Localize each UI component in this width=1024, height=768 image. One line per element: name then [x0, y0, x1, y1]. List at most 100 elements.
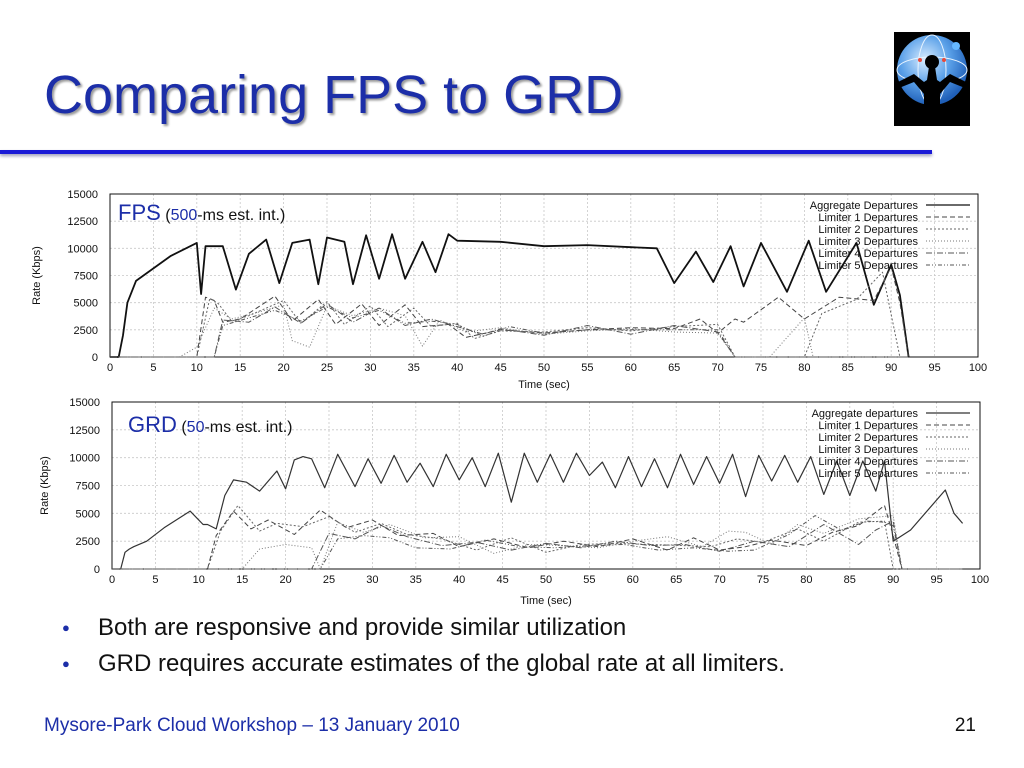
x-tick-label: 80 [798, 362, 810, 374]
y-axis-label: Rate (Kbps) [31, 246, 43, 305]
x-tick-label: 50 [540, 574, 552, 586]
legend-label: Limiter 4 Departures [818, 456, 918, 468]
legend-label: Limiter 5 Departures [818, 468, 918, 480]
grd-chart: 0 5 10 15 20 25 30 35 40 45 50 55 60 65 70 75 80 85 90 95 10… [0, 392, 1000, 610]
x-tick-label: 65 [668, 362, 680, 374]
x-tick-label: 20 [279, 574, 291, 586]
plot-frame [109, 193, 979, 358]
y-tick-label: 12500 [67, 216, 98, 228]
x-tick-label: 85 [844, 574, 856, 586]
chart-title-open: ( [161, 207, 171, 224]
bullet-item: Both are responsive and provide similar … [62, 610, 785, 646]
y-tick-label: 10000 [69, 453, 100, 465]
slide-title: Comparing FPS to GRD [44, 65, 624, 125]
x-tick-label: 70 [711, 362, 723, 374]
bullet-item: GRD requires accurate estimates of the g… [62, 646, 785, 682]
chart-title-interval: 500 [171, 207, 198, 224]
bullet-list: Both are responsive and provide similar … [62, 610, 785, 682]
x-tick-label: 40 [453, 574, 465, 586]
chart-title-open: ( [177, 419, 187, 436]
chart-title: FPS (500-ms est. int.) [118, 200, 285, 225]
chart-title-main: FPS [118, 200, 161, 225]
x-tick-label: 0 [109, 574, 115, 586]
series-line-3 [110, 271, 909, 358]
x-tick-label: 10 [191, 362, 203, 374]
series-line-6 [110, 306, 909, 358]
footer-event-name: Mysore-Park Cloud Workshop [44, 715, 298, 736]
x-tick-label: 35 [408, 362, 420, 374]
legend-label: Limiter 3 Departures [818, 236, 918, 248]
footer-event: Mysore-Park Cloud Workshop – 13 January … [44, 715, 460, 737]
legend-label: Limiter 4 Departures [818, 248, 918, 260]
y-tick-label: 10000 [67, 243, 98, 255]
title-divider [0, 150, 932, 154]
plot-frame [111, 401, 981, 570]
person-globe-logo-icon [880, 30, 974, 128]
x-tick-label: 35 [410, 574, 422, 586]
series-line-1 [112, 452, 964, 570]
y-tick-label: 12500 [69, 425, 100, 437]
x-tick-label: 60 [625, 362, 637, 374]
grd-chart-plot: 0 5 10 15 20 25 30 35 40 45 50 55 60 65 70 75 80 85 90 95 10… [39, 397, 989, 607]
x-tick-label: 25 [323, 574, 335, 586]
x-tick-label: 10 [193, 574, 205, 586]
x-tick-label: 15 [236, 574, 248, 586]
legend-label: Limiter 2 Departures [818, 224, 918, 236]
y-tick-label: 15000 [67, 189, 98, 201]
legend-label: Limiter 1 Departures [818, 420, 918, 432]
chart-title-interval: 50 [187, 419, 205, 436]
x-tick-label: 60 [627, 574, 639, 586]
x-tick-label: 45 [494, 362, 506, 374]
x-tick-label: 85 [842, 362, 854, 374]
x-tick-label: 55 [583, 574, 595, 586]
x-tick-label: 95 [930, 574, 942, 586]
y-tick-label: 7500 [76, 481, 100, 493]
y-tick-label: 15000 [69, 397, 100, 409]
series-line-5 [110, 303, 909, 358]
series-line-5 [112, 520, 963, 570]
x-tick-label: 0 [107, 362, 113, 374]
x-tick-label: 90 [887, 574, 899, 586]
y-tick-label: 5000 [76, 508, 100, 520]
page-number: 21 [954, 715, 976, 736]
x-tick-label: 75 [755, 362, 767, 374]
x-tick-label: 65 [670, 574, 682, 586]
series-line-1 [110, 233, 910, 358]
legend-label: Aggregate departures [812, 408, 919, 420]
legend-label: Aggregate Departures [810, 200, 919, 212]
y-tick-label: 0 [94, 564, 100, 576]
series-line-3 [112, 505, 963, 570]
x-tick-label: 30 [366, 574, 378, 586]
legend-label: Limiter 1 Departures [818, 212, 918, 224]
series-line-2 [112, 505, 963, 570]
footer-date: 13 January 2010 [318, 715, 460, 736]
y-axis-label: Rate (Kbps) [39, 456, 51, 515]
legend-label: Limiter 3 Departures [818, 444, 918, 456]
series-line-2 [110, 266, 910, 358]
series-line-4 [112, 515, 963, 570]
legend-label: Limiter 2 Departures [818, 432, 918, 444]
y-tick-label: 2500 [76, 536, 100, 548]
x-tick-label: 40 [451, 362, 463, 374]
chart-title: GRD (50-ms est. int.) [128, 412, 292, 437]
chart-title-rest: -ms est. int.) [197, 207, 285, 224]
x-tick-label: 15 [234, 362, 246, 374]
x-axis-label: Time (sec) [518, 379, 570, 391]
footer-separator: – [297, 715, 319, 736]
x-tick-label: 100 [969, 362, 987, 374]
x-tick-label: 80 [800, 574, 812, 586]
x-tick-label: 50 [538, 362, 550, 374]
y-tick-label: 7500 [74, 271, 98, 283]
x-tick-label: 95 [928, 362, 940, 374]
y-tick-label: 5000 [74, 298, 98, 310]
x-tick-label: 45 [496, 574, 508, 586]
x-tick-label: 75 [757, 574, 769, 586]
legend-label: Limiter 5 Departures [818, 260, 918, 272]
x-tick-label: 55 [581, 362, 593, 374]
x-tick-label: 5 [150, 362, 156, 374]
fps-chart: 0 5 10 15 20 25 30 35 40 45 50 55 60 65 70 75 80 85 90 95 10… [0, 183, 1000, 395]
x-tick-label: 70 [713, 574, 725, 586]
y-tick-label: 2500 [74, 325, 98, 337]
chart-title-main: GRD [128, 412, 177, 437]
y-tick-label: 0 [92, 352, 98, 364]
